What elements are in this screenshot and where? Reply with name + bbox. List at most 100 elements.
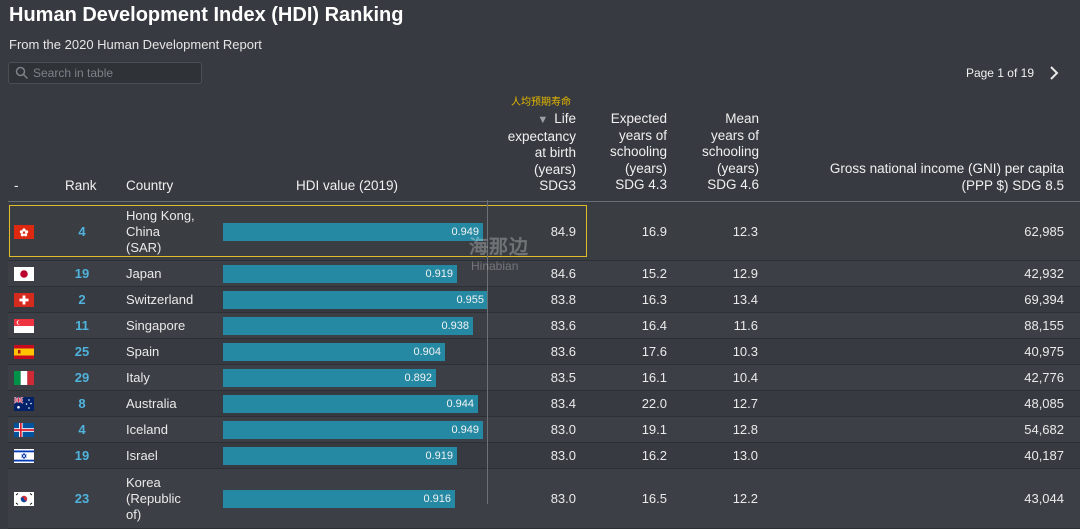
table-row[interactable]: 4 Iceland 0.949 83.0 19.1 12.8 54,682: [8, 417, 1080, 443]
expected-schooling-cell: 16.4: [641, 318, 667, 333]
hdi-value-label: 0.949: [451, 225, 479, 238]
country-name-line: Iceland: [126, 421, 168, 437]
hdi-bar: 0.904: [223, 342, 445, 361]
pagination: Page 1 of 19: [966, 64, 1062, 82]
hdi-bar-cell: 0.949: [223, 203, 488, 260]
hdi-bar-cell: 0.949: [223, 417, 488, 442]
chevron-right-icon[interactable]: [1046, 64, 1062, 82]
japan-flag-icon: [14, 266, 34, 281]
col-header-life-expectancy[interactable]: ▼ Life expectancy at birth (years) SDG3: [507, 111, 576, 193]
country-cell: Israel: [126, 443, 221, 468]
hdi-value-label: 0.892: [404, 371, 432, 384]
country-name-line: Spain: [126, 343, 160, 359]
reference-line: [487, 200, 488, 504]
country-name-line: Singapore: [126, 317, 186, 333]
rank-cell: 11: [75, 318, 89, 333]
col-header-hdi[interactable]: HDI value (2019): [296, 178, 399, 193]
rank-cell: 19: [74, 266, 90, 281]
life-expectancy-cell: 84.6: [550, 266, 576, 281]
page-subtitle: From the 2020 Human Development Report: [9, 37, 262, 52]
country-flag-cell: [14, 443, 36, 468]
australia-flag-icon: [14, 396, 34, 411]
table-row[interactable]: 2 Switzerland 0.955 83.8 16.3 13.4 69,394: [8, 287, 1080, 313]
country-cell: Australia: [126, 391, 221, 416]
table-row[interactable]: 23 Korea (Republic of) 0.916 83.0 16.5 12.2 43,0…: [8, 469, 1080, 529]
hdi-bar: 0.916: [223, 489, 455, 508]
hdi-bar: 0.949: [223, 222, 483, 241]
expected-schooling-cell: 17.6: [641, 344, 667, 359]
gni-cell: 54,682: [1024, 422, 1064, 437]
hdi-value-label: 0.938: [441, 319, 469, 332]
life-expectancy-cell: 83.5: [550, 370, 576, 385]
country-flag-cell: [14, 261, 36, 286]
country-name-line: Switzerland: [126, 291, 194, 307]
expected-schooling-cell: 16.5: [641, 491, 667, 506]
table-body: 4 Hong Kong, China (SAR) 0.949 84.9 16.9 12.3 62…: [8, 203, 1080, 529]
expected-schooling-cell: 16.2: [641, 448, 667, 463]
rank-cell: 23: [74, 491, 90, 506]
gni-cell: 48,085: [1024, 396, 1064, 411]
gni-cell: 42,932: [1024, 266, 1064, 281]
hdi-bar-cell: 0.944: [223, 391, 488, 416]
life-expectancy-cell: 83.6: [550, 318, 576, 333]
search-input[interactable]: [33, 63, 197, 83]
table-row[interactable]: 11 Singapore 0.938 83.6 16.4 11.6 88,155: [8, 313, 1080, 339]
hdi-value-label: 0.904: [413, 345, 441, 358]
table-row[interactable]: 4 Hong Kong, China (SAR) 0.949 84.9 16.9 12.3 62…: [8, 203, 1080, 261]
country-cell: Italy: [126, 365, 221, 390]
country-name-line: (Republic: [126, 490, 181, 506]
mean-schooling-cell: 11.6: [733, 318, 758, 333]
country-cell: Switzerland: [126, 287, 221, 312]
rank-cell: 29: [74, 370, 90, 385]
hdi-value-label: 0.919: [425, 267, 453, 280]
expected-schooling-cell: 16.9: [641, 224, 667, 239]
rank-cell: 25: [74, 344, 90, 359]
rank-cell: 8: [78, 396, 86, 411]
country-flag-cell: [14, 365, 36, 390]
hdi-bar-cell: 0.938: [223, 313, 488, 338]
table-row[interactable]: 29 Italy 0.892 83.5 16.1 10.4 42,776: [8, 365, 1080, 391]
table-row[interactable]: 25 Spain 0.904 83.6 17.6 10.3 40,975: [8, 339, 1080, 365]
south-korea-flag-icon: [14, 491, 34, 506]
col-header-country[interactable]: Country: [126, 178, 174, 193]
search-box[interactable]: [8, 62, 202, 84]
mean-schooling-cell: 13.4: [732, 292, 758, 307]
hdi-bar-cell: 0.892: [223, 365, 488, 390]
page-indicator: Page 1 of 19: [965, 66, 1034, 80]
hdi-value-label: 0.944: [446, 397, 474, 410]
country-name-line: Israel: [126, 447, 158, 463]
hdi-value-label: 0.949: [451, 423, 479, 436]
rank-cell: 2: [78, 292, 86, 307]
sort-desc-icon: ▼: [537, 114, 549, 126]
life-expectancy-cell: 84.9: [550, 224, 576, 239]
hdi-value-label: 0.955: [456, 293, 484, 306]
mean-schooling-cell: 12.9: [732, 266, 758, 281]
hdi-bar-cell: 0.904: [223, 339, 488, 364]
hdi-bar-cell: 0.919: [223, 261, 488, 286]
col-header-expected-schooling[interactable]: Expected years of schooling (years) SDG …: [609, 111, 667, 192]
expected-schooling-cell: 19.1: [641, 422, 667, 437]
hdi-bar: 0.892: [223, 368, 436, 387]
country-name-line: Hong Kong,: [126, 207, 195, 223]
table-row[interactable]: 19 Japan 0.919 84.6 15.2 12.9 42,932: [8, 261, 1080, 287]
mean-schooling-cell: 12.8: [732, 422, 758, 437]
life-expectancy-annotation: 人均预期寿命: [511, 97, 571, 108]
rank-cell: 4: [78, 422, 86, 437]
country-name-line: China: [126, 223, 160, 239]
country-name-line: Italy: [126, 369, 150, 385]
table-row[interactable]: 8 Australia 0.944 83.4 22.0 12.7 48,085: [8, 391, 1080, 417]
expected-schooling-cell: 15.2: [641, 266, 667, 281]
col-header-mean-schooling[interactable]: Mean years of schooling (years) SDG 4.6: [701, 111, 759, 192]
life-expectancy-cell: 83.8: [550, 292, 576, 307]
country-flag-cell: [14, 391, 36, 416]
expected-schooling-cell: 16.1: [641, 370, 667, 385]
life-expectancy-cell: 83.6: [550, 344, 576, 359]
hdi-bar: 0.919: [223, 264, 457, 283]
italy-flag-icon: [14, 370, 34, 385]
table-row[interactable]: 19 Israel 0.919 83.0 16.2 13.0 40,187: [8, 443, 1080, 469]
col-header-gni[interactable]: Gross national income (GNI) per capita (…: [829, 161, 1064, 193]
hdi-bar: 0.919: [223, 446, 457, 465]
gni-cell: 40,975: [1024, 344, 1064, 359]
col-header-rank[interactable]: Rank: [65, 178, 97, 193]
hdi-bar: 0.949: [223, 420, 483, 439]
